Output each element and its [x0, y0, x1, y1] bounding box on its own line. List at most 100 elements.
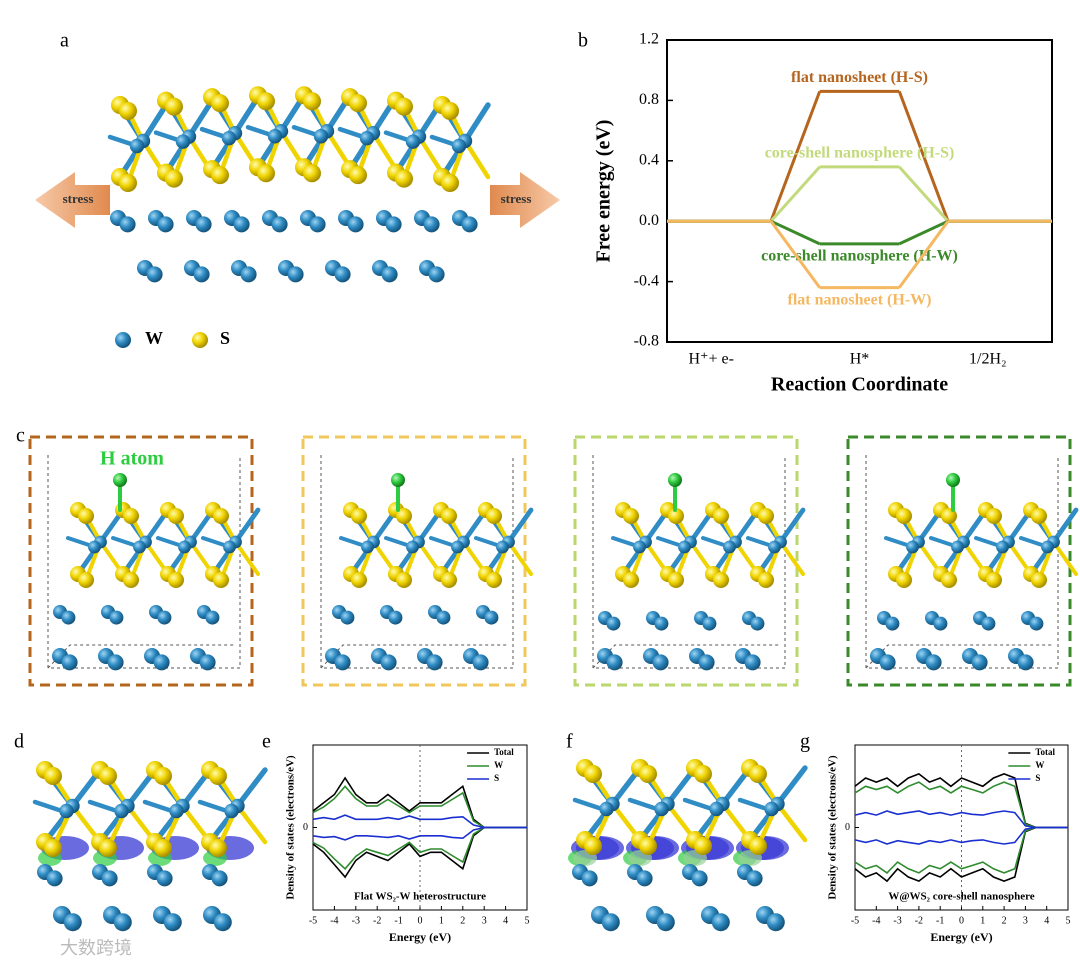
bond	[682, 797, 712, 811]
atom	[581, 870, 598, 887]
atom	[623, 508, 639, 524]
bond	[429, 134, 459, 148]
model-box	[28, 435, 254, 687]
legend-label: S	[1035, 773, 1040, 783]
atom	[257, 92, 275, 111]
x-tick-label: -3	[352, 915, 360, 926]
bond	[775, 801, 808, 843]
atom	[347, 216, 364, 233]
atom	[758, 572, 774, 588]
panel-label: a	[60, 30, 69, 52]
bond	[429, 536, 457, 548]
stress-arrow	[490, 172, 560, 228]
x-axis-title: Reaction Coordinate	[771, 374, 948, 396]
atom	[351, 572, 367, 588]
atom	[101, 870, 118, 887]
atom	[88, 540, 101, 554]
atom	[267, 129, 283, 144]
atom	[713, 508, 729, 524]
atom	[78, 572, 94, 588]
energy-connector	[898, 220, 950, 289]
y-tick-label: 0	[303, 822, 308, 833]
bond	[234, 767, 268, 809]
atom	[1017, 654, 1034, 671]
atom	[933, 616, 948, 631]
atom	[213, 913, 232, 932]
atom	[633, 540, 646, 554]
stress-arrow	[35, 172, 110, 228]
atom	[896, 572, 912, 588]
panel-label: g	[800, 731, 810, 753]
bond	[778, 540, 805, 576]
atom	[351, 508, 367, 524]
atom	[157, 216, 174, 233]
atom	[192, 332, 208, 348]
atom	[213, 572, 229, 588]
x-tick-label: -5	[309, 915, 317, 926]
y-tick-label: 0.8	[639, 91, 659, 108]
atom	[694, 837, 712, 855]
bond	[506, 540, 533, 576]
legend-label: Total	[494, 747, 514, 757]
atom	[461, 216, 478, 233]
atom	[385, 216, 402, 233]
y-tick-label: 1.2	[639, 31, 659, 48]
bond	[233, 540, 260, 576]
bond	[1019, 536, 1047, 548]
bond	[929, 536, 957, 548]
atom	[486, 508, 502, 524]
atom	[584, 765, 602, 783]
x-tick-label: -4	[330, 915, 338, 926]
atom	[484, 610, 499, 625]
atom	[154, 839, 172, 857]
bond	[1051, 540, 1078, 576]
atom	[668, 572, 684, 588]
x-tick-label: -2	[915, 915, 923, 926]
x-tick-label: 1	[980, 915, 985, 926]
atom	[636, 870, 653, 887]
dos-curve	[854, 810, 1068, 829]
atom	[896, 508, 912, 524]
atom	[199, 654, 216, 671]
x-tick-label: 1/2H₂	[969, 351, 1007, 368]
atom	[114, 803, 129, 819]
energy-connector	[897, 90, 950, 222]
atom	[423, 216, 440, 233]
x-tick-label: H*	[850, 351, 870, 368]
atom	[59, 803, 74, 819]
panel-label: d	[14, 731, 24, 753]
atom-legend: S	[220, 328, 230, 348]
bond	[87, 799, 117, 813]
y-axis-title: Density of states (electrons/eV)	[285, 755, 297, 900]
x-tick-label: -1	[394, 915, 402, 926]
atom	[606, 654, 623, 671]
atom	[309, 216, 326, 233]
atom	[221, 130, 237, 146]
bond	[384, 536, 412, 548]
atom	[46, 870, 63, 887]
atom	[654, 801, 669, 817]
atom	[428, 266, 445, 283]
atom	[1041, 540, 1054, 554]
x-tick-label: 0	[959, 915, 964, 926]
x-axis-title: Energy (eV)	[389, 930, 451, 944]
atom	[986, 508, 1002, 524]
atom	[885, 616, 900, 631]
atom	[359, 130, 375, 146]
atom	[652, 654, 669, 671]
bond	[235, 803, 268, 845]
atom	[426, 654, 443, 671]
atom	[349, 166, 367, 185]
atom	[713, 572, 729, 588]
atom	[233, 216, 250, 233]
bond	[199, 126, 229, 140]
energy-connector	[898, 165, 950, 223]
atom	[396, 572, 412, 588]
atom	[156, 870, 173, 887]
atom	[996, 540, 1009, 554]
atom-legend: W	[145, 328, 163, 348]
model-box	[301, 435, 527, 687]
atom	[388, 610, 403, 625]
atom	[623, 572, 639, 588]
